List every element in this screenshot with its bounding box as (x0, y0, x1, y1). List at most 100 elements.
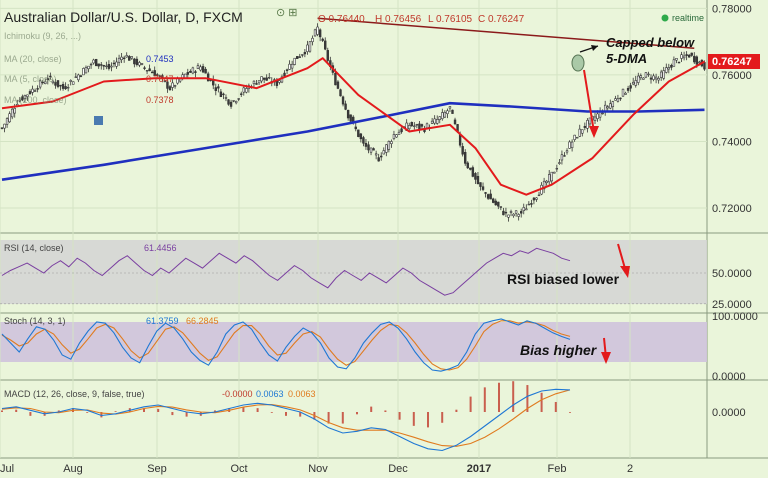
candle[interactable] (502, 207, 505, 216)
candle[interactable] (257, 80, 261, 85)
candle[interactable] (443, 110, 447, 118)
candle[interactable] (611, 100, 615, 111)
rsi-line[interactable] (1, 247, 571, 296)
candle[interactable] (654, 73, 658, 84)
indicator-label-ma20[interactable]: MA (20, close) (4, 54, 62, 64)
candle[interactable] (642, 77, 645, 80)
candle[interactable] (219, 88, 223, 98)
candle[interactable] (436, 115, 439, 125)
candle[interactable] (637, 72, 640, 86)
candle[interactable] (586, 118, 589, 133)
candle[interactable] (581, 129, 584, 137)
candle[interactable] (79, 74, 83, 78)
stoch-d-line[interactable] (1, 320, 571, 371)
candle[interactable] (593, 112, 597, 125)
candle[interactable] (441, 108, 444, 121)
candle[interactable] (609, 99, 612, 110)
macd-signal-line[interactable] (1, 389, 571, 447)
candle[interactable] (321, 37, 324, 42)
candle[interactable] (199, 64, 202, 72)
candle[interactable] (685, 51, 688, 61)
candle[interactable] (408, 122, 411, 132)
candle[interactable] (324, 37, 327, 51)
candle[interactable] (514, 210, 518, 217)
candle[interactable] (369, 147, 373, 156)
candle[interactable] (354, 122, 357, 132)
candle[interactable] (621, 88, 625, 97)
candle[interactable] (77, 73, 80, 83)
candle[interactable] (255, 79, 258, 85)
candle[interactable] (117, 54, 121, 66)
candle[interactable] (66, 83, 70, 92)
candle[interactable] (647, 71, 650, 77)
candle[interactable] (563, 152, 566, 157)
candle[interactable] (222, 92, 225, 100)
candle[interactable] (288, 60, 291, 70)
candle[interactable] (21, 94, 24, 102)
candle[interactable] (191, 66, 195, 75)
candle[interactable] (97, 63, 100, 69)
candle[interactable] (31, 85, 34, 96)
rsi-pane[interactable] (1, 247, 571, 296)
candle[interactable] (163, 80, 167, 83)
settings-icons[interactable]: ⊙ ⊞ (276, 7, 298, 19)
candle[interactable] (639, 73, 643, 81)
candle[interactable] (150, 70, 154, 74)
candle[interactable] (461, 142, 464, 157)
candle[interactable] (631, 77, 635, 86)
candle[interactable] (657, 76, 660, 84)
rsi-title[interactable]: RSI (14, close) (4, 243, 64, 253)
candle[interactable] (293, 57, 296, 66)
candle[interactable] (122, 55, 126, 63)
candle[interactable] (476, 172, 480, 185)
candle[interactable] (46, 74, 50, 85)
candle[interactable] (153, 66, 156, 77)
candle[interactable] (499, 206, 503, 211)
candle[interactable] (229, 99, 233, 109)
candle[interactable] (8, 111, 11, 123)
candle[interactable] (87, 65, 90, 73)
candle[interactable] (232, 100, 235, 103)
candle[interactable] (145, 70, 149, 74)
candle[interactable] (614, 95, 617, 101)
candle[interactable] (659, 69, 663, 81)
candle[interactable] (171, 79, 174, 91)
candle[interactable] (102, 64, 106, 70)
candle[interactable] (652, 73, 655, 82)
settings-gear-icon[interactable] (94, 116, 103, 125)
candle[interactable] (385, 144, 388, 157)
candle[interactable] (105, 61, 108, 70)
resistance-trendline[interactable] (317, 17, 695, 50)
candle[interactable] (115, 57, 118, 69)
candle[interactable] (484, 192, 487, 198)
candle[interactable] (649, 74, 653, 84)
candle[interactable] (5, 117, 9, 128)
candle[interactable] (301, 54, 304, 58)
candle[interactable] (471, 165, 475, 178)
macd-line[interactable] (1, 388, 571, 452)
candle[interactable] (51, 79, 55, 85)
candle[interactable] (527, 201, 531, 206)
candle[interactable] (346, 109, 350, 121)
candle[interactable] (166, 79, 169, 93)
indicator-label-ma200[interactable]: MA (200, close) (4, 95, 67, 105)
candle[interactable] (10, 106, 14, 120)
candle[interactable] (382, 147, 385, 155)
candle[interactable] (296, 56, 299, 59)
candle[interactable] (474, 172, 477, 184)
candle[interactable] (252, 80, 256, 88)
candle[interactable] (38, 78, 42, 90)
candle[interactable] (489, 189, 492, 200)
candle[interactable] (413, 122, 416, 130)
candle[interactable] (535, 197, 538, 202)
candle[interactable] (446, 108, 449, 119)
candle[interactable] (72, 81, 75, 85)
candle[interactable] (82, 67, 85, 76)
candle[interactable] (367, 141, 370, 154)
candle[interactable] (624, 91, 627, 95)
candle[interactable] (497, 201, 500, 210)
price-axis[interactable] (707, 0, 768, 478)
candle[interactable] (56, 80, 60, 89)
candle[interactable] (0, 127, 4, 130)
candle[interactable] (64, 82, 67, 90)
